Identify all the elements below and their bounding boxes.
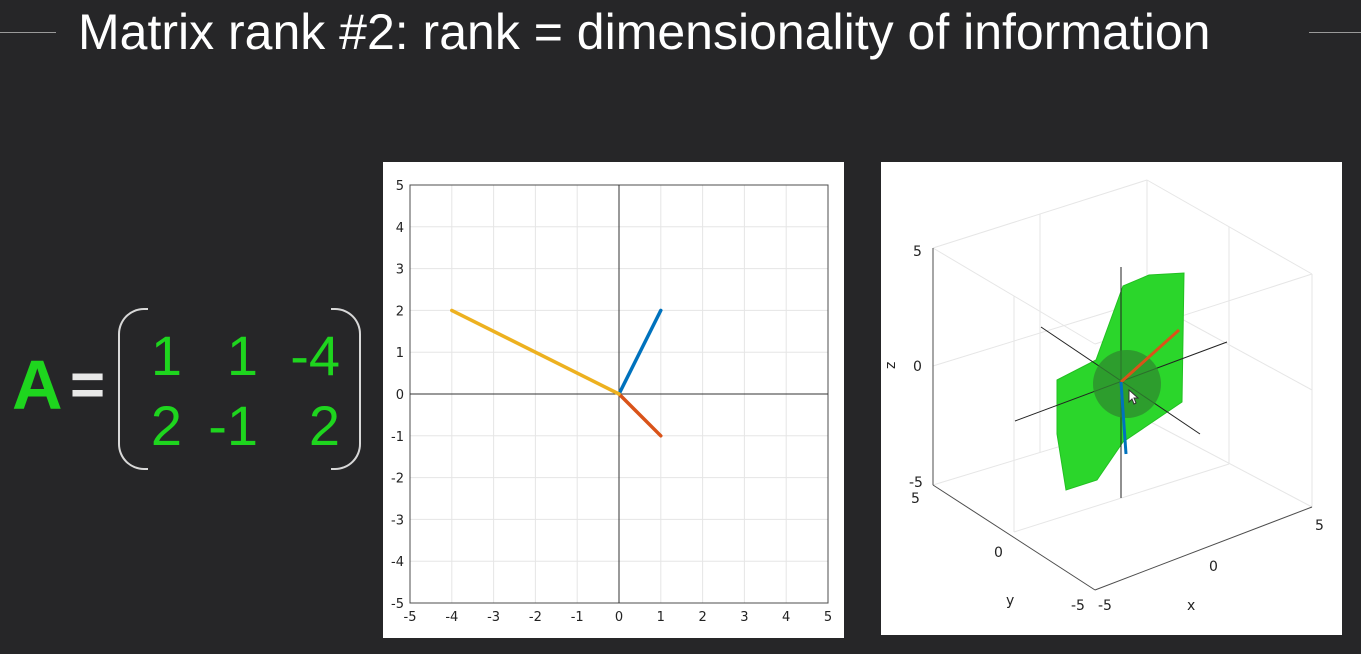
y-axis-label: y [1006,593,1014,609]
vectors-3d [1119,328,1181,455]
matrix-cell: 1 [226,324,258,387]
box-axes [932,248,1313,591]
title-rule-left [0,32,56,33]
x-tick-label: 4 [782,610,790,625]
matrix-cell: -1 [208,394,258,457]
x-tick-label: 0 [615,610,623,625]
mouse-pointer-icon [1128,389,1140,405]
vector-2 [617,392,663,438]
matrix-cell: 2 [308,394,340,457]
x-tick-label: -5 [404,610,417,625]
x-tick-label: 5 [1315,518,1324,534]
y-tick-label: 2 [396,304,404,319]
vector-3 [450,308,621,396]
x-tick-label: -3 [487,610,500,625]
z-tick-label: 5 [913,244,922,260]
z-tick-label: 0 [913,359,922,375]
y-tick-label: 5 [911,491,920,507]
plot-2d-canvas: -5 -4 -3 -2 -1 0 1 2 3 4 5 5 4 3 2 1 0 -1 -2 -3 -4 -5 [391,179,832,625]
x-tick-label: 3 [740,610,748,625]
x-tick-label: -5 [1098,598,1112,614]
y-tick-label: 5 [396,179,404,194]
matrix-name: A [12,346,63,424]
title-rule-right [1309,32,1361,33]
x-tick-label: 2 [698,610,706,625]
y-tick-label: -5 [391,597,404,612]
plane-plot-3d: 5 0 -5 z 5 0 -5 y -5 0 5 x [881,162,1342,635]
y-tick-label: 4 [396,221,404,236]
x-tick-label: -2 [529,610,542,625]
x-tick-label: -4 [445,610,458,625]
slide-title: Matrix rank #2: rank = dimensionality of… [78,4,1211,60]
y-tick-label: -1 [391,430,404,445]
z-axis-label: z [883,362,899,369]
vector-1 [617,308,663,396]
plot-3d-canvas: 5 0 -5 z 5 0 -5 y -5 0 5 x [883,179,1324,614]
matrix-cell: 2 [150,394,182,457]
y-tick-label: 1 [396,346,404,361]
y-tick-label: -3 [391,513,404,528]
title-bar: Matrix rank #2: rank = dimensionality of… [0,0,1361,66]
x-tick-label: -1 [571,610,584,625]
vector-plot-2d: -5 -4 -3 -2 -1 0 1 2 3 4 5 5 4 3 2 1 0 -1 -2 -3 -4 -5 [383,162,844,638]
matrix-cell: -4 [290,324,340,387]
y-tick-label: 0 [994,545,1003,561]
y-tick-label: -4 [391,555,404,570]
x-tick-label: 1 [657,610,665,625]
y-tick-label: 3 [396,263,404,278]
equals-sign: = [70,351,106,418]
x-tick-label: 5 [824,610,832,625]
x-tick-label: 0 [1209,559,1218,575]
matrix-cell: 1 [150,324,182,387]
y-tick-label: 0 [396,388,404,403]
cursor-highlight [1093,350,1161,418]
x-axis-label: x [1187,598,1195,614]
y-tick-label: -2 [391,472,404,487]
z-tick-label: -5 [909,475,923,491]
y-tick-label: -5 [1071,598,1085,614]
